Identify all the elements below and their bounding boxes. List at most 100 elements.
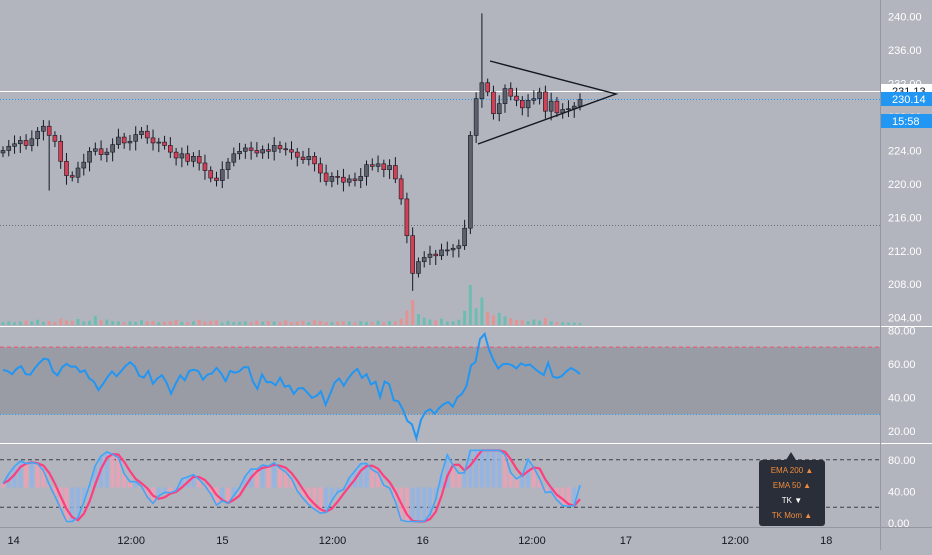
volume-bar: [509, 318, 513, 325]
oscillator-histogram-bar: [127, 481, 132, 488]
legend-tk[interactable]: TK ▼: [781, 496, 803, 505]
candle: [23, 140, 29, 146]
volume-bar: [128, 321, 132, 325]
candle: [537, 91, 542, 99]
oscillator-histogram-bar: [289, 478, 294, 488]
volume-bar: [532, 319, 536, 325]
candle: [554, 100, 560, 114]
volume-bar: [243, 321, 247, 325]
oscillator-histogram-bar: [70, 487, 75, 522]
price-tick-label: 224.00: [888, 145, 922, 157]
volume-bar: [238, 321, 242, 325]
oscillator-histogram-bar: [156, 487, 161, 496]
oscillator-histogram-bar: [168, 487, 173, 493]
price-tick-label: 236.00: [888, 45, 922, 57]
candle: [456, 245, 462, 249]
volume-bar: [393, 321, 397, 325]
oscillator-histogram-bar: [433, 487, 438, 500]
candle: [381, 163, 387, 170]
volume-bar: [515, 319, 519, 325]
oscillator-histogram-bar: [543, 487, 548, 493]
candle: [266, 149, 271, 152]
oscillator-histogram-bar: [260, 464, 265, 488]
volume-bar: [105, 319, 109, 325]
oscillator-histogram-bar: [329, 487, 334, 501]
candle: [116, 136, 121, 145]
candle: [398, 178, 404, 200]
oscillator-histogram-bar: [93, 465, 98, 488]
candle: [46, 125, 52, 136]
volume-bar: [480, 297, 484, 325]
candle: [514, 95, 519, 101]
candle: [75, 167, 81, 178]
candle: [237, 150, 242, 155]
rsi-pane: [0, 331, 880, 442]
volume-bar: [82, 321, 86, 325]
volume-bar: [445, 321, 449, 325]
volume-bar: [116, 321, 120, 325]
volume-bar: [134, 321, 138, 325]
oscillator-histogram-bar: [116, 457, 121, 488]
oscillator-histogram-bar: [497, 450, 502, 488]
oscillator-histogram-bar: [508, 472, 513, 488]
oscillator-histogram-bar: [35, 463, 40, 488]
oscillator-histogram-bar: [277, 468, 282, 488]
candle: [110, 144, 115, 153]
time-tick-label: 17: [620, 535, 632, 547]
oscillator-histogram-bar: [52, 487, 57, 497]
price-tick-label: 204.00: [888, 313, 922, 325]
oscillator-histogram-bar: [410, 487, 415, 522]
oscillator-pane: [0, 449, 880, 523]
candle: [87, 150, 92, 163]
indicator-legend[interactable]: EMA 200 ▲ EMA 50 ▲ TK ▼ TK Mom ▲: [759, 460, 825, 526]
volume-bar: [53, 322, 57, 325]
rsi-tick-label: 20.00: [888, 426, 916, 438]
legend-ema200[interactable]: EMA 200 ▲: [770, 466, 814, 475]
volume-bar: [336, 321, 340, 325]
volume-bar: [491, 315, 495, 325]
candle: [52, 135, 58, 142]
oscillator-histogram-bar: [64, 487, 69, 522]
candle: [479, 82, 485, 99]
candle: [35, 130, 40, 140]
oscillator-histogram-bar: [220, 487, 225, 501]
volume-bar: [70, 320, 74, 325]
volume-bar: [422, 317, 426, 325]
candle: [393, 165, 398, 180]
candle: [352, 178, 358, 181]
oscillator-histogram-bar: [364, 463, 369, 488]
volume-bar: [30, 321, 34, 325]
volume-bar: [220, 322, 224, 325]
candle: [283, 148, 289, 151]
volume-bar: [209, 320, 213, 325]
legend-ema50[interactable]: EMA 50 ▲: [772, 481, 812, 490]
oscillator-histogram-bar: [370, 469, 375, 488]
oscillator-histogram-bar: [162, 487, 167, 493]
volume-bar: [318, 321, 322, 325]
volume-bar: [405, 310, 409, 325]
volume-bar: [168, 321, 172, 325]
candle: [525, 100, 531, 109]
oscillator-histogram-bar: [358, 463, 363, 488]
oscillator-histogram-bar: [197, 479, 202, 488]
candle: [277, 145, 283, 150]
volume-bar: [313, 320, 317, 325]
candle: [323, 172, 329, 182]
volume-bar: [266, 321, 270, 325]
oscillator-histogram-bar: [491, 450, 496, 488]
oscillator-histogram-bar: [254, 469, 259, 488]
volume-bar: [76, 318, 80, 325]
candle: [93, 148, 98, 152]
legend-tk-mom[interactable]: TK Mom ▲: [771, 511, 813, 520]
oscillator-histogram-bar: [468, 450, 473, 488]
time-tick-label: 16: [417, 535, 429, 547]
volume-bar: [226, 320, 230, 325]
volume-bar: [451, 321, 455, 325]
oscillator-histogram-bar: [301, 487, 306, 499]
candle: [98, 148, 104, 155]
volume-bar: [572, 322, 576, 325]
candle: [202, 162, 208, 171]
oscillator-histogram-bar: [41, 470, 46, 488]
